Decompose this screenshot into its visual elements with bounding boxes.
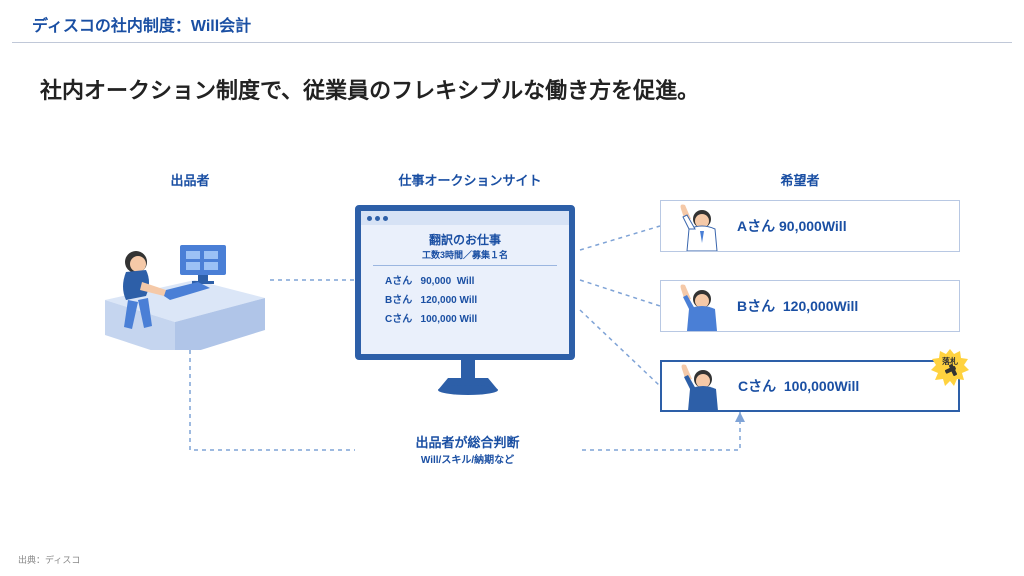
applicant-label: Aさん 90,000Will [737,216,847,236]
monitor-stand-icon [433,360,503,395]
label-site: 仕事オークションサイト [380,170,560,189]
seller-illustration [100,210,270,350]
applicant-label: Cさん 100,000Will [738,376,859,396]
caption-sub: Will/スキル/納期など [355,451,580,466]
label-seller: 出品者 [140,170,240,189]
source-footer: 出典：ディスコ [18,553,80,566]
person-icon [673,281,723,331]
person-icon [674,361,724,411]
decision-caption: 出品者が総合判断 Will/スキル/納期など [355,432,580,466]
svg-text:落札: 落札 [942,356,958,366]
bid-row: Cさん 100,000 Will [373,308,557,327]
caption-main: 出品者が総合判断 [355,432,580,451]
diagram-area: 出品者 仕事オークションサイト 希望者 [0,150,1024,530]
applicant-label: Bさん 120,000Will [737,296,858,316]
label-applicants: 希望者 [750,170,850,189]
auction-monitor: 翻訳のお仕事 工数3時間／募集１名 Aさん 90,000 WillBさん 120… [355,205,580,395]
bid-row: Bさん 120,000 Will [373,289,557,308]
slide-header: ディスコの社内制度：Will会計 [12,0,1012,43]
job-subtitle: 工数3時間／募集１名 [373,248,557,266]
winner-badge: 落札 [930,348,970,388]
job-title: 翻訳のお仕事 [373,231,557,248]
applicant-card: Bさん 120,000Will [660,280,960,332]
slide-title: ディスコの社内制度：Will会計 [32,12,992,36]
monitor-topbar [361,211,569,225]
slide-subtitle: 社内オークション制度で、従業員のフレキシブルな働き方を促進。 [0,43,1024,115]
bid-row: Aさん 90,000 Will [373,270,557,289]
person-icon [673,201,723,251]
applicant-card: Aさん 90,000Will [660,200,960,252]
applicant-card: Cさん 100,000Will 落札 [660,360,960,412]
